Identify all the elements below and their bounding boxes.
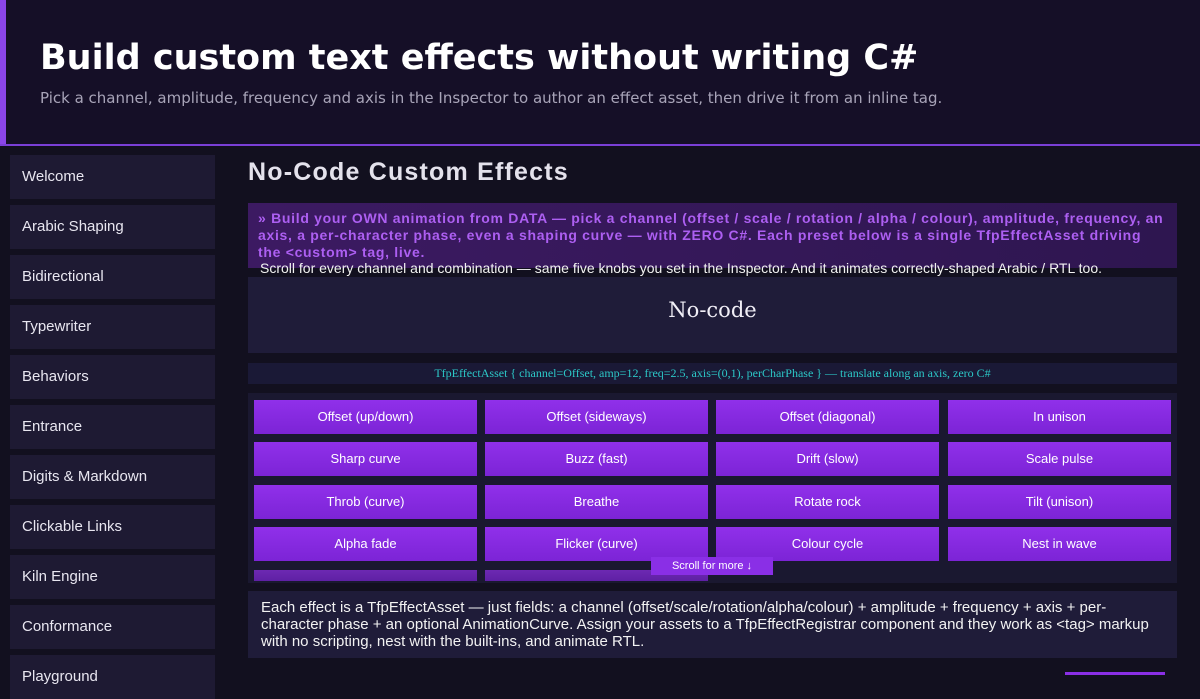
preset-button[interactable]: Tilt (unison): [948, 484, 1171, 519]
scroll-hint[interactable]: Scroll for more ↓: [651, 557, 773, 575]
footer-text: Each effect is a TfpEffectAsset — just f…: [248, 591, 1177, 658]
nav-item[interactable]: Arabic Shaping: [10, 205, 215, 249]
preset-button[interactable]: Buzz (fast): [485, 442, 708, 477]
preset-button[interactable]: Offset (up/down): [254, 400, 477, 434]
preset-button[interactable]: [254, 569, 477, 581]
preset-button[interactable]: Colour cycle: [716, 527, 939, 562]
nav-item[interactable]: Playground: [10, 655, 215, 699]
nav-item[interactable]: Bidirectional: [10, 255, 215, 299]
nav-item[interactable]: Entrance: [10, 405, 215, 449]
preset-grid: Offset (up/down) Offset (sideways) Offset …: [248, 393, 1177, 583]
nav-item[interactable]: Digits & Markdown: [10, 455, 215, 499]
preset-button[interactable]: Sharp curve: [254, 442, 477, 477]
preview: No-code: [248, 277, 1177, 353]
callout: » Build your OWN animation from DATA — p…: [248, 203, 1177, 268]
header: [0, 0, 1200, 146]
section-heading: No-Code Custom Effects: [248, 158, 569, 186]
nav-item[interactable]: Clickable Links: [10, 505, 215, 549]
nav-item[interactable]: Typewriter: [10, 305, 215, 349]
page-subtitle: Pick a channel, amplitude, frequency and…: [40, 89, 943, 107]
preset-button[interactable]: Scale pulse: [948, 442, 1171, 477]
preset-button[interactable]: Alpha fade: [254, 527, 477, 562]
nav-item[interactable]: Welcome: [10, 155, 215, 199]
scroll-note: Scroll for every channel and combination…: [260, 260, 1102, 276]
accent-bar: [0, 0, 6, 144]
preset-button[interactable]: [485, 569, 708, 581]
corner-button[interactable]: [1065, 672, 1165, 675]
preset-button[interactable]: Flicker (curve): [485, 527, 708, 562]
preset-button[interactable]: Nest in wave: [948, 527, 1171, 562]
preset-button[interactable]: Throb (curve): [254, 484, 477, 519]
nav-item[interactable]: Kiln Engine: [10, 555, 215, 599]
preset-button[interactable]: Offset (diagonal): [716, 400, 939, 434]
preset-button[interactable]: In unison: [948, 400, 1171, 434]
preset-button[interactable]: Drift (slow): [716, 442, 939, 477]
nav-item[interactable]: Conformance: [10, 605, 215, 649]
nav-item[interactable]: Behaviors: [10, 355, 215, 399]
preset-button[interactable]: Breathe: [485, 484, 708, 519]
preset-button[interactable]: Offset (sideways): [485, 400, 708, 434]
page-title: Build custom text effects without writin…: [40, 38, 919, 78]
code-bar: TfpEffectAsset { channel=Offset, amp=12,…: [248, 363, 1177, 384]
preset-button[interactable]: Rotate rock: [716, 484, 939, 519]
